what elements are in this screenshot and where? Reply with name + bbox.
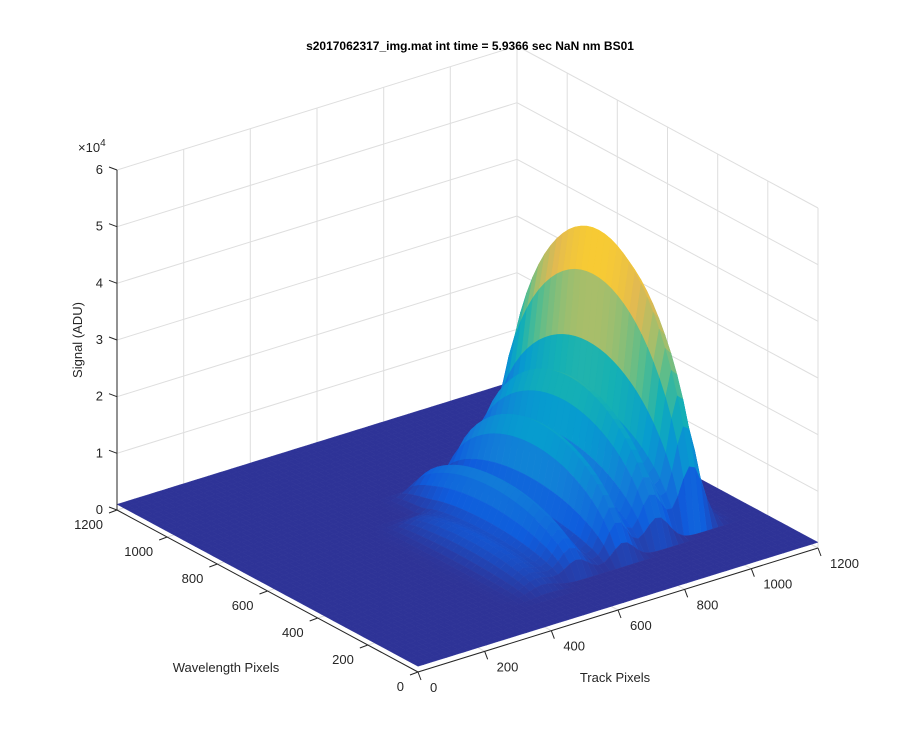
x-tick [750, 568, 755, 577]
x-tick [817, 547, 822, 557]
x-tick-label: 1200 [830, 556, 859, 571]
x-tick-label: 1000 [763, 577, 792, 592]
y-tick-label: 800 [182, 571, 204, 586]
z-axis-label: Signal (ADU) [70, 302, 85, 378]
y-tick-label: 0 [397, 679, 404, 694]
z-tick [108, 393, 118, 398]
grid-line [516, 102, 819, 266]
x-tick-label: 0 [430, 680, 437, 695]
y-tick [209, 563, 218, 568]
chart-title: s2017062317_img.mat int time = 5.9366 se… [306, 39, 634, 53]
x-tick [550, 630, 555, 639]
y-tick [158, 536, 168, 541]
z-tick [108, 223, 118, 228]
z-exponent-label: ×104 [78, 138, 106, 155]
x-tick [417, 671, 422, 681]
z-tick-label: 6 [96, 162, 103, 177]
z-tick [108, 166, 118, 171]
y-tick [309, 617, 318, 622]
z-tick [108, 279, 118, 284]
z-tick-label: 0 [96, 502, 103, 517]
tick-labels: 0200400600800100012000200400600800100012… [74, 162, 859, 695]
y-tick-label: 1000 [124, 544, 153, 559]
y-tick [108, 509, 118, 514]
axis-layer [108, 166, 822, 681]
x-tick-label: 200 [497, 659, 519, 674]
x-tick [684, 589, 689, 598]
y-tick [359, 644, 369, 649]
z-tick [108, 449, 118, 454]
y-tick [409, 671, 419, 676]
z-tick-label: 4 [96, 275, 103, 290]
grid-line [116, 102, 518, 228]
z-tick-label: 3 [96, 332, 103, 347]
x-tick-label: 600 [630, 618, 652, 633]
surface-layer [116, 225, 819, 667]
x-axis-label: Track Pixels [580, 670, 651, 685]
y-tick-label: 1200 [74, 517, 103, 532]
x-tick-label: 400 [563, 639, 585, 654]
y-tick-label: 200 [332, 652, 354, 667]
x-tick [617, 609, 622, 619]
y-tick [259, 590, 268, 595]
surface-patch [411, 661, 425, 667]
y-tick-label: 400 [282, 625, 304, 640]
y-tick-label: 600 [232, 598, 254, 613]
grid-line [116, 45, 518, 171]
z-tick-label: 5 [96, 219, 103, 234]
z-tick-label: 1 [96, 445, 103, 460]
x-tick-label: 800 [697, 597, 719, 612]
z-tick [108, 506, 118, 511]
y-axis-label: Wavelength Pixels [173, 660, 280, 675]
z-tick [108, 336, 118, 341]
x-tick [484, 651, 489, 660]
z-tick-label: 2 [96, 389, 103, 404]
grid-line [516, 45, 819, 209]
